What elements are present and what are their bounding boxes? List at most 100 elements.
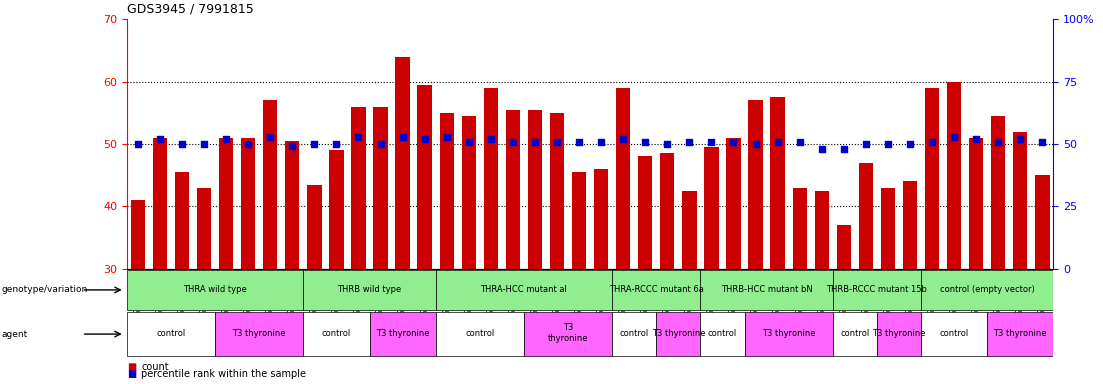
- Bar: [748, 100, 762, 269]
- Point: [438, 134, 456, 140]
- Bar: [303, 312, 370, 356]
- Bar: [505, 110, 521, 269]
- Bar: [370, 312, 436, 356]
- Bar: [836, 225, 852, 269]
- Bar: [461, 116, 476, 269]
- Bar: [285, 141, 299, 269]
- Bar: [218, 138, 234, 269]
- Bar: [921, 270, 1053, 310]
- Text: T3 thyronine: T3 thyronine: [233, 329, 286, 338]
- Bar: [549, 113, 564, 269]
- Bar: [656, 312, 700, 356]
- Bar: [745, 312, 833, 356]
- Bar: [612, 312, 656, 356]
- Point: [725, 139, 742, 145]
- Bar: [814, 191, 828, 269]
- Text: control: control: [157, 329, 185, 338]
- Point: [636, 139, 654, 145]
- Bar: [700, 270, 833, 310]
- Point: [394, 134, 411, 140]
- Bar: [351, 107, 366, 269]
- Point: [945, 134, 963, 140]
- Point: [129, 141, 147, 147]
- Bar: [329, 150, 344, 269]
- Text: GDS3945 / 7991815: GDS3945 / 7991815: [127, 2, 254, 15]
- Text: T3
thyronine: T3 thyronine: [548, 323, 588, 343]
- Bar: [946, 82, 961, 269]
- Text: THRA wild type: THRA wild type: [183, 285, 247, 294]
- Text: genotype/variation: genotype/variation: [1, 285, 87, 295]
- Text: agent: agent: [1, 329, 28, 339]
- Bar: [770, 97, 784, 269]
- Bar: [615, 88, 630, 269]
- Bar: [726, 138, 741, 269]
- Point: [967, 136, 985, 142]
- Bar: [593, 169, 609, 269]
- Bar: [439, 113, 454, 269]
- Bar: [902, 182, 917, 269]
- Text: THRA-RCCC mutant 6a: THRA-RCCC mutant 6a: [609, 285, 704, 294]
- Point: [835, 146, 853, 152]
- Point: [239, 141, 257, 147]
- Point: [526, 139, 544, 145]
- Text: control: control: [620, 329, 649, 338]
- Text: control: control: [465, 329, 494, 338]
- Bar: [858, 163, 872, 269]
- Point: [261, 134, 279, 140]
- Bar: [1035, 175, 1049, 269]
- Bar: [990, 116, 1005, 269]
- Point: [658, 141, 676, 147]
- Text: THRB wild type: THRB wild type: [338, 285, 401, 294]
- Bar: [527, 110, 542, 269]
- Text: control: control: [840, 329, 869, 338]
- Point: [548, 139, 566, 145]
- Text: T3 thyronine: T3 thyronine: [872, 329, 925, 338]
- Bar: [682, 191, 697, 269]
- Bar: [174, 172, 190, 269]
- Point: [923, 139, 941, 145]
- Bar: [704, 147, 719, 269]
- Point: [372, 141, 389, 147]
- Bar: [572, 172, 587, 269]
- Text: control: control: [708, 329, 737, 338]
- Text: THRA-HCC mutant al: THRA-HCC mutant al: [481, 285, 567, 294]
- Point: [350, 134, 367, 140]
- Bar: [196, 188, 211, 269]
- Bar: [792, 188, 806, 269]
- Point: [989, 139, 1007, 145]
- Point: [504, 139, 522, 145]
- Text: count: count: [141, 362, 169, 372]
- Point: [217, 136, 235, 142]
- Bar: [924, 88, 939, 269]
- Point: [482, 136, 500, 142]
- Text: T3 thyronine: T3 thyronine: [994, 329, 1047, 338]
- Text: T3 thyronine: T3 thyronine: [376, 329, 429, 338]
- Bar: [436, 270, 612, 310]
- Text: ■: ■: [127, 362, 136, 372]
- Point: [195, 141, 213, 147]
- Text: THRB-HCC mutant bN: THRB-HCC mutant bN: [720, 285, 813, 294]
- Point: [681, 139, 698, 145]
- Point: [1011, 136, 1029, 142]
- Bar: [612, 270, 700, 310]
- Point: [769, 139, 786, 145]
- Bar: [127, 312, 215, 356]
- Text: percentile rank within the sample: percentile rank within the sample: [141, 369, 307, 379]
- Bar: [921, 312, 987, 356]
- Bar: [395, 57, 410, 269]
- Text: control (empty vector): control (empty vector): [940, 285, 1035, 294]
- Point: [570, 139, 588, 145]
- Text: T3 thyronine: T3 thyronine: [652, 329, 705, 338]
- Bar: [833, 270, 921, 310]
- Point: [592, 139, 610, 145]
- Bar: [483, 88, 497, 269]
- Text: ■: ■: [127, 369, 136, 379]
- Point: [460, 139, 478, 145]
- Bar: [877, 312, 921, 356]
- Bar: [127, 270, 303, 310]
- Point: [703, 139, 720, 145]
- Point: [283, 144, 301, 150]
- Bar: [303, 270, 436, 310]
- Text: THRB-RCCC mutant 15b: THRB-RCCC mutant 15b: [826, 285, 928, 294]
- Bar: [987, 312, 1053, 356]
